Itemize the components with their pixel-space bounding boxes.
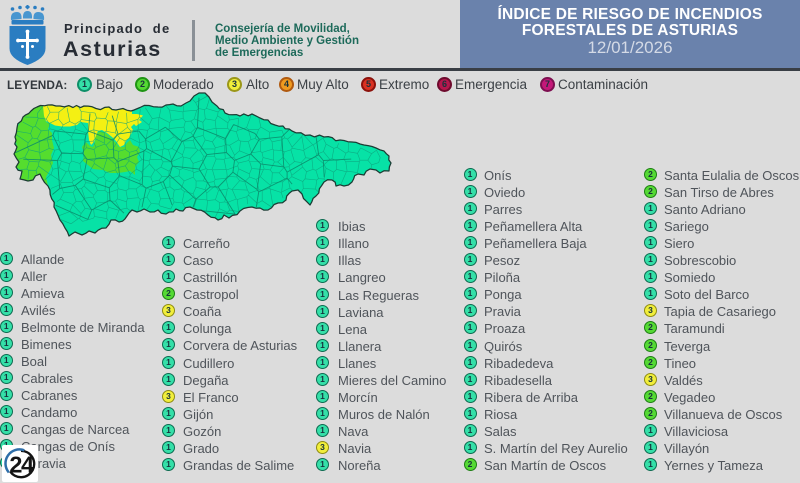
svg-text:24: 24	[9, 452, 34, 478]
